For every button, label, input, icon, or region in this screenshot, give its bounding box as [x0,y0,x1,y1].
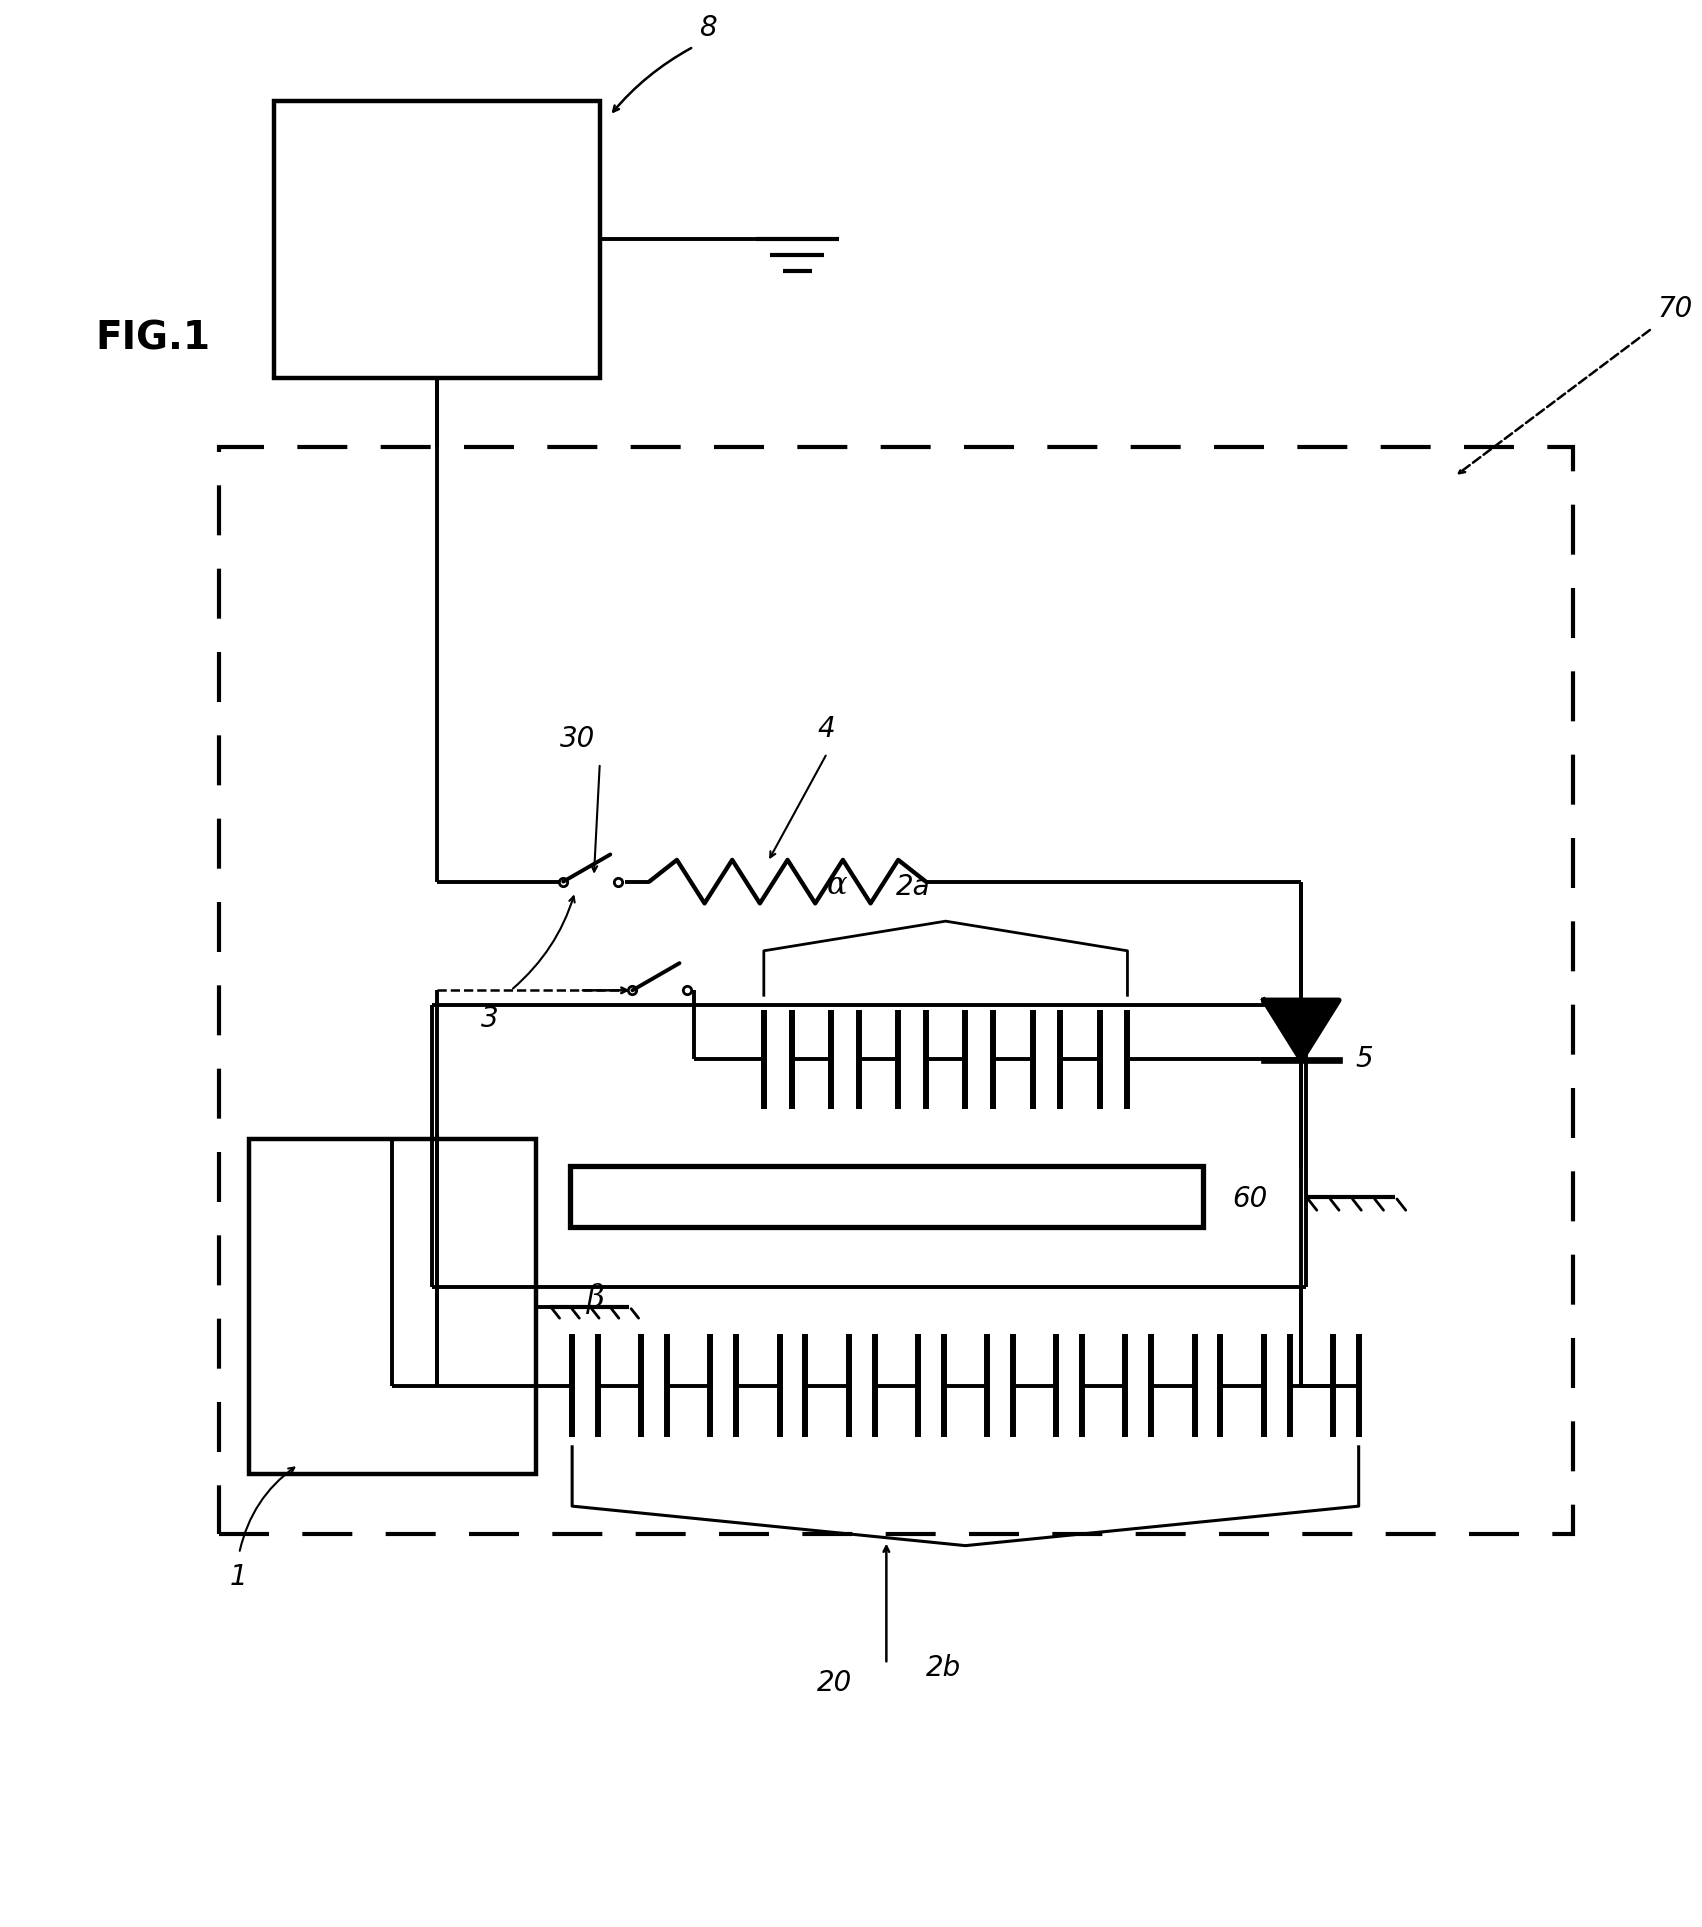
Text: 20: 20 [817,1669,853,1698]
Text: 70: 70 [1658,295,1692,324]
Bar [274,100,599,378]
Text: 2b: 2b [926,1655,962,1682]
Bar [248,1139,536,1474]
Polygon shape [1265,1000,1339,1060]
Text: 2a: 2a [897,873,931,902]
Text: 30: 30 [560,725,596,753]
Bar [220,447,1573,1534]
Text: 60: 60 [1232,1185,1268,1212]
Text: 4: 4 [817,715,834,744]
Text: 1: 1 [230,1563,247,1592]
Text: 3: 3 [482,1006,499,1033]
Bar [570,1166,1203,1227]
Text: 8: 8 [698,13,717,42]
Text: FIG.1: FIG.1 [95,320,211,358]
Text: β: β [587,1283,604,1314]
Text: 5: 5 [1356,1046,1374,1073]
Text: α: α [827,871,848,902]
